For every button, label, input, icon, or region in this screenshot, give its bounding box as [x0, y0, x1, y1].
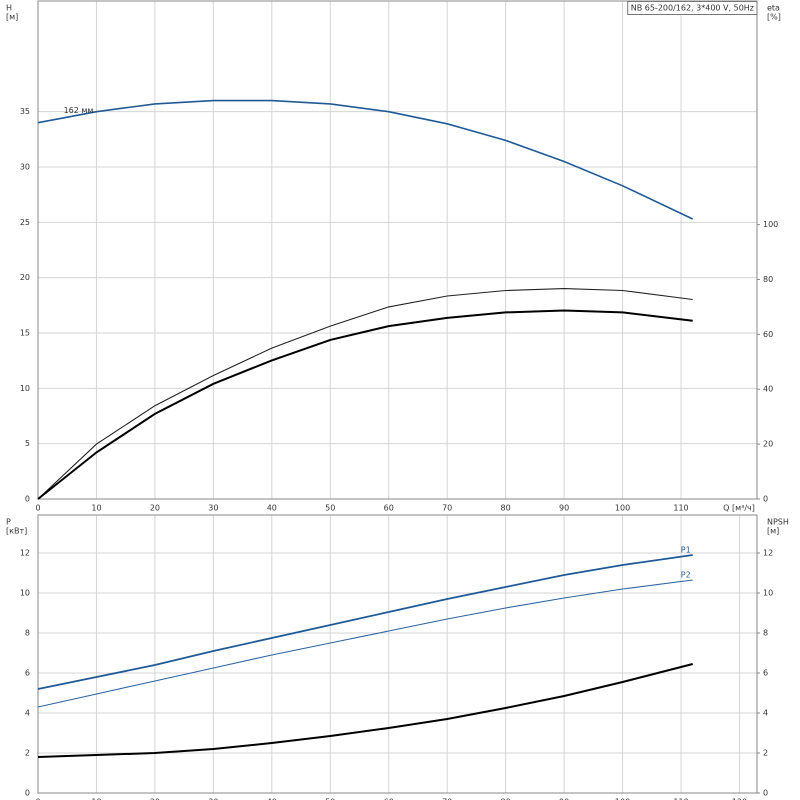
y-tick-label: 10: [20, 384, 30, 393]
plot-frame: [37, 514, 758, 794]
x-tick-label: 90: [559, 798, 569, 800]
plot-frame: [37, 0, 758, 500]
series-label: P1: [681, 546, 691, 555]
y2-tick-label: 12: [763, 549, 773, 558]
x-tick-label: 70: [442, 798, 452, 800]
y-tick-label: 5: [25, 439, 30, 448]
y2-tick-label: 8: [763, 629, 768, 638]
y-axis-unit: [кВт]: [6, 527, 27, 536]
x-tick-label: 50: [325, 798, 335, 800]
series-line: [37, 288, 693, 500]
series-line: [37, 579, 693, 708]
x-tick-label: 80: [501, 504, 511, 513]
y-tick-label: 20: [20, 273, 30, 282]
y-tick-label: 0: [25, 495, 30, 504]
x-tick-label: 20: [150, 798, 160, 800]
y-tick-label: 35: [20, 107, 30, 116]
y2-tick-label: 80: [763, 275, 773, 284]
y-tick-label: 6: [25, 669, 30, 678]
x-tick-label: 90: [559, 504, 569, 513]
y-axis-label: P: [6, 518, 11, 527]
x-tick-label: 110: [673, 504, 688, 513]
x-tick-label: 0: [35, 504, 40, 513]
x-tick-label: 20: [150, 504, 160, 513]
y2-tick-label: 10: [763, 589, 773, 598]
y2-axis-label: eta: [767, 4, 780, 13]
y2-tick-label: 100: [763, 220, 778, 229]
x-tick-label: 40: [267, 798, 277, 800]
y-tick-label: 8: [25, 629, 30, 638]
x-tick-label: 110: [673, 798, 688, 800]
x-tick-label: 40: [267, 504, 277, 513]
y2-axis-unit: [%]: [767, 13, 781, 22]
series-label: 162 мм: [64, 106, 94, 115]
y-axis-label: H: [6, 4, 12, 13]
x-tick-label: 60: [384, 798, 394, 800]
series-line: [37, 663, 693, 758]
y-tick-label: 25: [20, 218, 30, 227]
x-tick-label: 80: [501, 798, 511, 800]
y-tick-label: 15: [20, 329, 30, 338]
series-line: [37, 554, 693, 690]
title-box: [627, 1, 758, 15]
x-tick-label: 30: [208, 798, 218, 800]
y-tick-label: 4: [25, 709, 30, 718]
x-tick-label: 0: [35, 798, 40, 800]
series-line: [37, 99, 694, 220]
y2-tick-label: 4: [763, 709, 768, 718]
y2-tick-label: 0: [763, 789, 768, 798]
x-tick-label: 30: [208, 504, 218, 513]
y-tick-label: 30: [20, 163, 30, 172]
x-tick-label: 120: [732, 798, 747, 800]
x-tick-label: 10: [91, 504, 101, 513]
y2-tick-label: 6: [763, 669, 768, 678]
y2-tick-label: 40: [763, 385, 773, 394]
x-tick-label: 70: [442, 504, 452, 513]
y2-tick-label: 20: [763, 440, 773, 449]
x-tick-label: 10: [91, 798, 101, 800]
y-tick-label: 0: [25, 789, 30, 798]
y2-axis-unit: [м]: [767, 527, 779, 536]
y2-tick-label: 60: [763, 330, 773, 339]
x-tick-label: 60: [384, 504, 394, 513]
x-tick-label: 100: [615, 504, 630, 513]
series-label: P2: [681, 571, 691, 580]
chart-title: NB 65-200/162, 3*400 V, 50Hz: [631, 4, 754, 13]
x-tick-label: 50: [325, 504, 335, 513]
y-tick-label: 12: [20, 549, 30, 558]
y2-tick-label: 0: [763, 495, 768, 504]
y-axis-unit: [м]: [6, 13, 18, 22]
y2-tick-label: 2: [763, 749, 768, 758]
x-axis-label: Q [м³/ч]: [723, 504, 755, 513]
y-tick-label: 2: [25, 749, 30, 758]
x-tick-label: 100: [615, 798, 630, 800]
y2-axis-label: NPSH: [767, 518, 789, 527]
y-tick-label: 10: [20, 589, 30, 598]
series-line: [37, 309, 693, 500]
